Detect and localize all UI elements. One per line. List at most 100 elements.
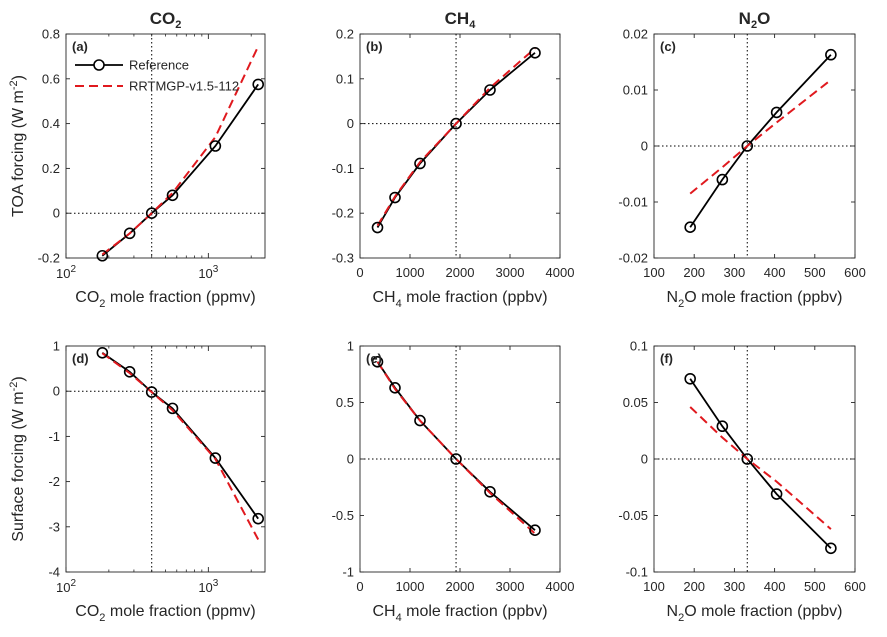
y-tick-label: -0.2 xyxy=(38,251,60,266)
y-tick-label: 0.2 xyxy=(336,27,354,42)
panel-a: -0.2 0 0.2 0.4 0.6 0.8 102 103 CO2 mole fraction… xyxy=(38,27,266,310)
x-axis-label: N2O mole fraction (ppbv) xyxy=(667,603,843,624)
data-point-reference xyxy=(414,414,426,427)
y-tick-label: -0.3 xyxy=(332,251,354,266)
data-point-reference xyxy=(371,221,384,234)
y-tick-label: 0.1 xyxy=(336,71,354,86)
y-tick-label: -0.5 xyxy=(332,508,354,523)
legend-label-rrtmgp: RRTMGP-v1.5-112 xyxy=(129,79,239,94)
axes-frame xyxy=(359,33,561,259)
y-tick-label: 0 xyxy=(641,452,648,467)
panel-label: (d) xyxy=(72,351,89,366)
data-point-reference xyxy=(684,372,696,385)
series-line-rrtmgp xyxy=(689,79,832,195)
legend: Reference RRTMGP-v1.5-112 xyxy=(75,58,239,94)
y-tick-label: 0 xyxy=(53,206,60,221)
x-tick-label: 600 xyxy=(844,579,866,594)
series-line-rrtmgp xyxy=(689,406,832,530)
x-tick-label: 600 xyxy=(844,265,866,280)
x-tick-label: 4000 xyxy=(546,579,575,594)
data-point-reference xyxy=(166,189,179,202)
x-tick-label: 103 xyxy=(198,578,218,595)
row-ylabel-2: Surface forcing (W m-2) xyxy=(8,376,27,541)
x-tick-label: 4000 xyxy=(546,265,575,280)
y-tick-label: -0.01 xyxy=(618,195,648,210)
data-point-reference xyxy=(166,402,179,415)
data-point-reference xyxy=(252,512,265,525)
x-tick-label: 100 xyxy=(643,579,665,594)
data-point-reference xyxy=(484,485,496,498)
y-tick-label: 0 xyxy=(641,139,648,154)
y-tick-label: 0.5 xyxy=(336,395,354,410)
x-tick-label: 3000 xyxy=(496,265,525,280)
data-point-reference xyxy=(123,227,136,240)
data-point-reference xyxy=(252,78,265,91)
data-point-reference xyxy=(96,249,109,262)
data-point-reference xyxy=(825,542,837,555)
x-tick-label: 0 xyxy=(356,265,363,280)
panel-c: -0.02 -0.01 0 0.01 0.02 100 200 300 400 500 600N2O… xyxy=(618,27,865,311)
data-point-reference xyxy=(145,386,158,398)
data-point-reference xyxy=(825,48,837,61)
series-line-reference xyxy=(689,54,832,228)
y-tick-label: -1 xyxy=(342,565,354,580)
data-point-reference xyxy=(414,157,426,170)
column-title-1: CO2 xyxy=(150,9,182,31)
panel-label: (c) xyxy=(660,39,676,54)
column-title-2: CH4 xyxy=(445,9,477,31)
data-point-reference xyxy=(389,382,401,394)
data-point-reference xyxy=(145,207,158,219)
data-point-reference xyxy=(770,488,783,500)
panel-d: -4 -3 -2 -1 0 1 102 103 CO2 mole fraction (ppmv)… xyxy=(48,339,266,624)
series-line-reference xyxy=(101,352,259,520)
x-tick-label: 500 xyxy=(804,579,826,594)
data-point-reference xyxy=(741,140,754,152)
y-tick-label: 0.8 xyxy=(42,27,60,42)
y-tick-label: -4 xyxy=(48,565,60,580)
x-axis-label: CO2 mole fraction (ppmv) xyxy=(75,289,255,310)
x-axis-label: CH4 mole fraction (ppbv) xyxy=(372,289,547,310)
y-tick-label: -2 xyxy=(48,474,60,489)
data-point-reference xyxy=(123,365,136,378)
y-tick-label: -0.02 xyxy=(618,251,648,266)
data-point-reference xyxy=(684,221,696,233)
y-tick-label: 1 xyxy=(53,339,60,354)
data-point-reference xyxy=(484,84,496,96)
panel-label: (b) xyxy=(366,39,383,54)
y-tick-label: 0 xyxy=(53,384,60,399)
x-tick-label: 102 xyxy=(56,264,76,281)
y-tick-label: 0.4 xyxy=(42,116,60,131)
legend-marker-reference xyxy=(93,59,105,71)
series-line-reference xyxy=(689,378,832,549)
panel-e: -1 -0.5 0 0.5 1 0 1000 2000 3000 4000 CH4 mole fra… xyxy=(332,339,575,625)
y-tick-label: -1 xyxy=(48,429,60,444)
y-tick-label: -0.1 xyxy=(332,161,354,176)
y-tick-label: 0.01 xyxy=(623,83,648,98)
data-point-reference xyxy=(371,356,384,368)
series-line-rrtmgp xyxy=(101,352,260,540)
row-ylabel-1: TOA forcing (W m-2) xyxy=(8,75,27,217)
y-tick-label: 0.1 xyxy=(630,339,648,354)
y-tick-label: -0.1 xyxy=(626,565,648,580)
x-tick-label: 200 xyxy=(683,579,705,594)
x-axis-label: CH4 mole fraction (ppbv) xyxy=(372,603,547,624)
data-point-reference xyxy=(450,453,462,465)
x-tick-label: 300 xyxy=(724,265,746,280)
panel-label: (e) xyxy=(366,351,382,366)
data-point-reference xyxy=(209,452,222,464)
y-tick-label: 0 xyxy=(347,116,354,131)
y-tick-label: -3 xyxy=(48,519,60,534)
data-point-reference xyxy=(741,453,754,465)
x-tick-label: 3000 xyxy=(496,579,525,594)
data-point-reference xyxy=(389,191,401,204)
x-tick-label: 400 xyxy=(764,265,786,280)
x-tick-label: 103 xyxy=(198,264,218,281)
x-tick-label: 200 xyxy=(683,265,705,280)
x-tick-label: 0 xyxy=(356,579,363,594)
data-point-reference xyxy=(209,140,222,152)
y-tick-label: 0.02 xyxy=(623,27,648,42)
data-point-reference xyxy=(770,106,783,119)
axes-frame xyxy=(65,345,266,573)
panel-label: (f) xyxy=(660,351,673,366)
